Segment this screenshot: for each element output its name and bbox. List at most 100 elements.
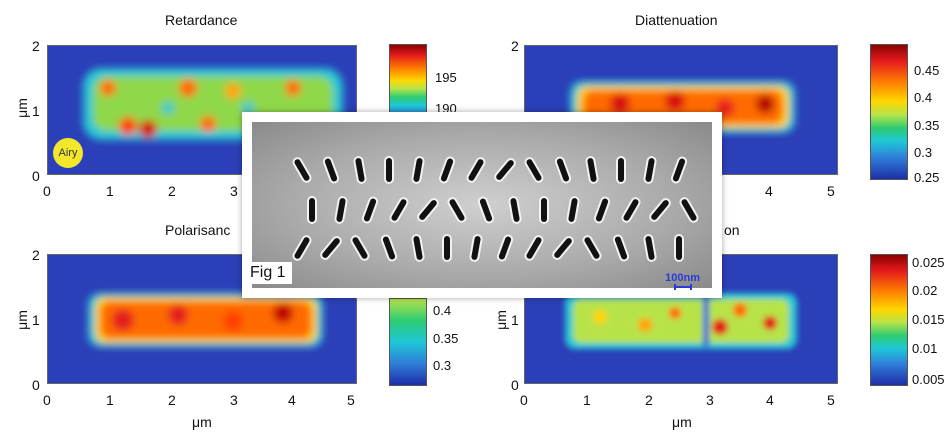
nanorod-body (413, 236, 423, 260)
polarisance-title: Polarisanc (165, 222, 231, 238)
diattenuation-colorbar (870, 44, 908, 180)
nanorod (674, 234, 684, 262)
nanorod-body (324, 158, 338, 182)
fourth-xtick-0: 0 (520, 392, 528, 408)
nanorod (322, 156, 340, 184)
sem-image (252, 122, 712, 288)
nanorod-body (614, 236, 628, 260)
nanorod-body (391, 199, 407, 221)
nanorod-body (556, 158, 570, 182)
nanorod-body (419, 200, 437, 220)
airy-badge: Airy (53, 138, 83, 168)
nanorod (334, 196, 348, 224)
nanorod-array (292, 156, 699, 262)
nanorod (389, 197, 409, 223)
nanorod-body (623, 199, 639, 221)
nanorod-body (309, 198, 315, 222)
diattenuation-xtick-4: 4 (765, 183, 773, 199)
fourth-ytick-0: 0 (511, 377, 519, 393)
polarisance-ytick-2: 2 (32, 247, 40, 263)
fourth-cbtick-0015: 0.015 (912, 312, 944, 327)
nanorod (670, 156, 688, 184)
nanorod (616, 156, 626, 184)
nanorod-body (526, 237, 542, 259)
retardance-ytick-0: 0 (32, 168, 40, 184)
diattenuation-cbtick-03: 0.3 (914, 145, 933, 160)
diattenuation-title: Diattenuation (635, 12, 718, 28)
nanorod (469, 234, 483, 262)
nanorod-body (496, 160, 514, 180)
retardance-cbtick-195: 195 (435, 70, 457, 85)
nanorod (477, 196, 495, 224)
nanorod-body (294, 159, 310, 181)
fig-label: Fig 1 (244, 262, 292, 284)
nanorod (524, 157, 544, 183)
polarisance-xtick-0: 0 (43, 392, 51, 408)
nanorod (361, 196, 379, 224)
nanorod-body (355, 158, 365, 182)
nanorod (554, 156, 572, 184)
nanorod-body (468, 159, 484, 181)
nanorod (350, 235, 370, 261)
nanorod (649, 198, 671, 222)
nanorod (442, 234, 452, 262)
fourth-ytick-1: 1 (511, 312, 519, 328)
nanorod-body (336, 198, 346, 222)
nanorod-body (363, 198, 377, 222)
nanorod-body (651, 200, 669, 220)
nanorod-body (413, 158, 423, 182)
nanorod (320, 236, 342, 260)
nanorod-body (526, 159, 542, 181)
nanorod (643, 156, 657, 184)
fourth-cbtick-0005: 0.005 (912, 372, 944, 387)
nanorod-body (382, 236, 396, 260)
retardance-xtick-3: 3 (230, 183, 238, 199)
fourth-xtick-3: 3 (706, 392, 714, 408)
nanorod-body (568, 198, 578, 222)
nanorod-body (322, 238, 340, 258)
fourth-xtick-1: 1 (583, 392, 591, 408)
nanorod-body (386, 158, 392, 182)
nanorod-body (541, 198, 547, 222)
nanorod (292, 235, 312, 261)
nanorod (552, 236, 574, 260)
nanorod (380, 234, 398, 262)
nanorod (411, 156, 425, 184)
sem-inset: Fig 1 100nm (242, 112, 722, 298)
diattenuation-cbtick-04: 0.4 (914, 90, 933, 105)
nanorod-body (294, 237, 310, 259)
retardance-xtick-1: 1 (106, 183, 114, 199)
nanorod-body (479, 198, 493, 222)
polarisance-xtick-2: 2 (168, 392, 176, 408)
polarisance-ytick-1: 1 (32, 312, 40, 328)
nanorod-body (444, 236, 450, 260)
fourth-xtick-4: 4 (766, 392, 774, 408)
fourth-colorbar (870, 254, 908, 386)
nanorod (411, 234, 425, 262)
nanorod (384, 156, 394, 184)
fourth-cbtick-001: 0.01 (912, 341, 938, 356)
fourth-xtick-2: 2 (645, 392, 653, 408)
diattenuation-xtick-5: 5 (827, 183, 835, 199)
nanorod-body (471, 236, 481, 260)
nanorod-body (440, 158, 454, 182)
retardance-xtick-2: 2 (168, 183, 176, 199)
nanorod-body (645, 158, 655, 182)
polarisance-xtick-4: 4 (288, 392, 296, 408)
fourth-heatmap (565, 293, 797, 349)
nanorod-body (681, 199, 697, 221)
nanorod-body (676, 236, 682, 260)
nanorod-body (554, 238, 572, 258)
nanorod (585, 156, 599, 184)
polarisance-colorbar (389, 298, 427, 386)
polarisance-xtick-1: 1 (106, 392, 114, 408)
nanorod (494, 158, 516, 182)
nanorod (466, 157, 486, 183)
polarisance-xtick-3: 3 (230, 392, 238, 408)
nanorod (621, 197, 641, 223)
nanorod (307, 196, 317, 224)
scale-bar (674, 284, 692, 290)
retardance-ylabel: μm (13, 98, 30, 118)
nanorod (438, 156, 456, 184)
nanorod (582, 235, 602, 261)
